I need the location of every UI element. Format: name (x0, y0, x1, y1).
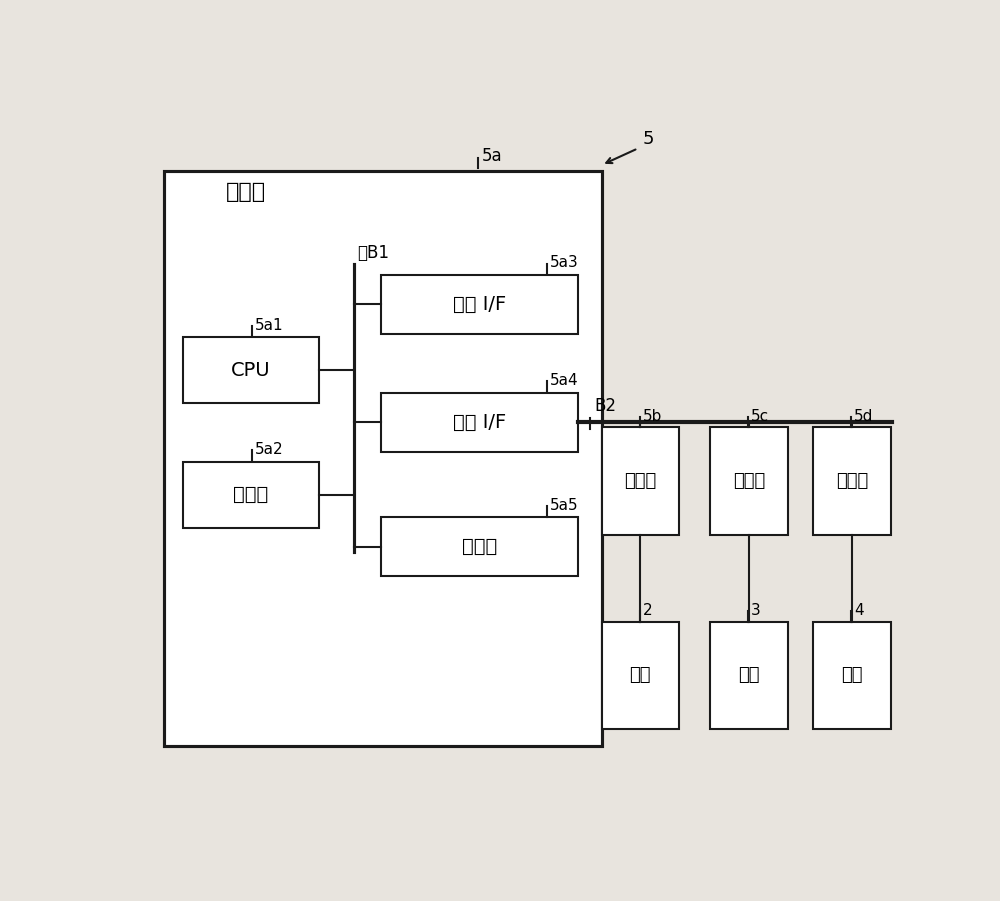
Text: ～B1: ～B1 (358, 244, 390, 262)
Text: 仪器: 仪器 (630, 666, 651, 684)
Bar (602, 622, 679, 729)
Text: 存储器: 存储器 (233, 486, 269, 505)
Bar (183, 337, 319, 403)
Bar (710, 427, 788, 535)
Text: B2: B2 (594, 396, 616, 414)
Bar (813, 427, 891, 535)
Text: 5a5: 5a5 (550, 498, 578, 514)
Text: 5c: 5c (751, 409, 769, 423)
Bar (381, 275, 578, 333)
Text: 副基板: 副基板 (733, 472, 765, 490)
Text: 3: 3 (751, 603, 761, 618)
Text: 5a: 5a (482, 147, 502, 165)
Bar (381, 517, 578, 577)
Text: 副基板: 副基板 (624, 472, 656, 490)
Text: 5a1: 5a1 (255, 318, 284, 332)
Bar (183, 462, 319, 528)
Text: 5a2: 5a2 (255, 442, 284, 457)
Text: 仪器: 仪器 (841, 666, 863, 684)
Bar (710, 622, 788, 729)
Text: 通信 I/F: 通信 I/F (453, 295, 506, 314)
Text: 5: 5 (642, 131, 654, 149)
Text: 主基板: 主基板 (226, 182, 266, 202)
Text: CPU: CPU (231, 360, 271, 379)
Text: 副基板: 副基板 (836, 472, 868, 490)
Bar (381, 393, 578, 451)
Text: 5a4: 5a4 (550, 373, 578, 388)
Bar (164, 170, 602, 746)
Text: 5a3: 5a3 (550, 256, 578, 270)
Text: 存储部: 存储部 (462, 537, 497, 557)
Text: 4: 4 (854, 603, 864, 618)
Text: 2: 2 (643, 603, 652, 618)
Text: 5d: 5d (854, 409, 874, 423)
Text: 总线 I/F: 总线 I/F (453, 413, 506, 432)
Bar (813, 622, 891, 729)
Bar (602, 427, 679, 535)
Text: 仪器: 仪器 (738, 666, 760, 684)
Text: 5b: 5b (643, 409, 662, 423)
